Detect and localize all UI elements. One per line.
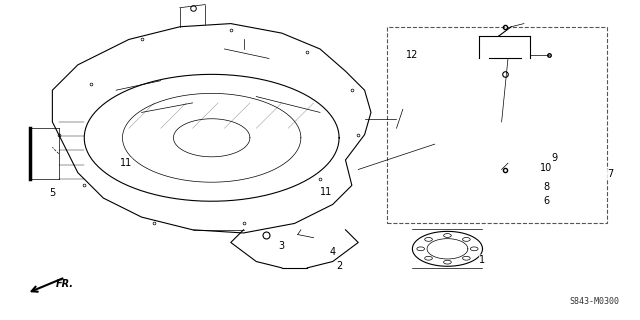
Text: 2: 2 [336,261,342,271]
Text: 6: 6 [543,196,549,206]
Text: 11: 11 [320,187,333,197]
Text: 10: 10 [540,163,552,173]
Text: 4: 4 [330,247,336,257]
Text: 9: 9 [552,153,557,164]
Text: FR.: FR. [56,279,74,289]
Text: 11: 11 [120,158,132,168]
Text: 3: 3 [278,241,285,251]
Text: 7: 7 [607,169,613,179]
Bar [387,27,607,223]
Text: 8: 8 [543,182,549,192]
Text: 12: 12 [406,50,419,60]
Text: S843-M0300: S843-M0300 [570,297,620,306]
Text: 5: 5 [49,188,56,198]
Text: 1: 1 [479,255,486,265]
